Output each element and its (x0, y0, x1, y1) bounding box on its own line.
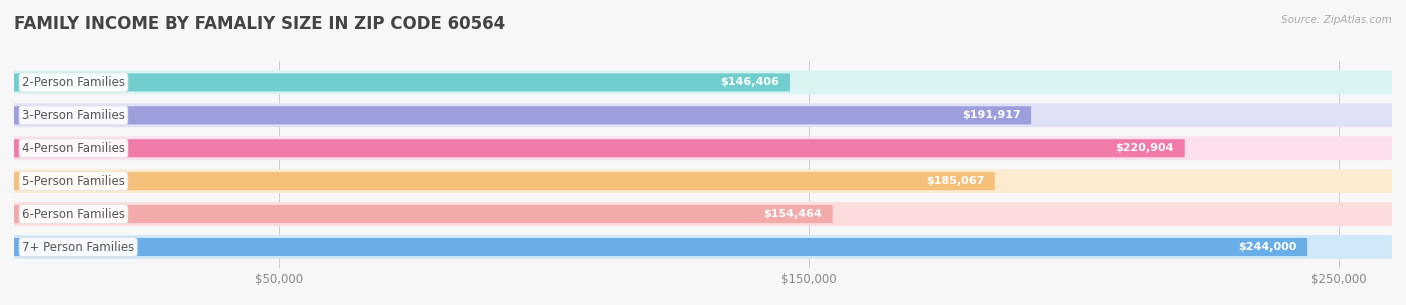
FancyBboxPatch shape (14, 202, 1392, 226)
FancyBboxPatch shape (14, 136, 1392, 160)
FancyBboxPatch shape (14, 106, 1031, 124)
FancyBboxPatch shape (14, 172, 995, 190)
Text: $185,067: $185,067 (927, 176, 984, 186)
Text: 3-Person Families: 3-Person Families (22, 109, 125, 122)
Text: FAMILY INCOME BY FAMALIY SIZE IN ZIP CODE 60564: FAMILY INCOME BY FAMALIY SIZE IN ZIP COD… (14, 15, 505, 33)
Text: 6-Person Families: 6-Person Families (22, 208, 125, 221)
FancyBboxPatch shape (14, 103, 1392, 127)
Text: 5-Person Families: 5-Person Families (22, 175, 125, 188)
Text: Source: ZipAtlas.com: Source: ZipAtlas.com (1281, 15, 1392, 25)
Text: $191,917: $191,917 (962, 110, 1021, 120)
Text: 7+ Person Families: 7+ Person Families (22, 241, 134, 253)
FancyBboxPatch shape (14, 235, 1392, 259)
FancyBboxPatch shape (14, 70, 1392, 94)
FancyBboxPatch shape (14, 139, 1185, 157)
Text: $154,464: $154,464 (763, 209, 823, 219)
Text: 4-Person Families: 4-Person Families (22, 142, 125, 155)
FancyBboxPatch shape (14, 73, 790, 92)
FancyBboxPatch shape (14, 205, 832, 223)
Text: $146,406: $146,406 (720, 77, 779, 88)
Text: $220,904: $220,904 (1115, 143, 1174, 153)
FancyBboxPatch shape (14, 169, 1392, 193)
FancyBboxPatch shape (14, 238, 1308, 256)
Text: 2-Person Families: 2-Person Families (22, 76, 125, 89)
Text: $244,000: $244,000 (1239, 242, 1296, 252)
